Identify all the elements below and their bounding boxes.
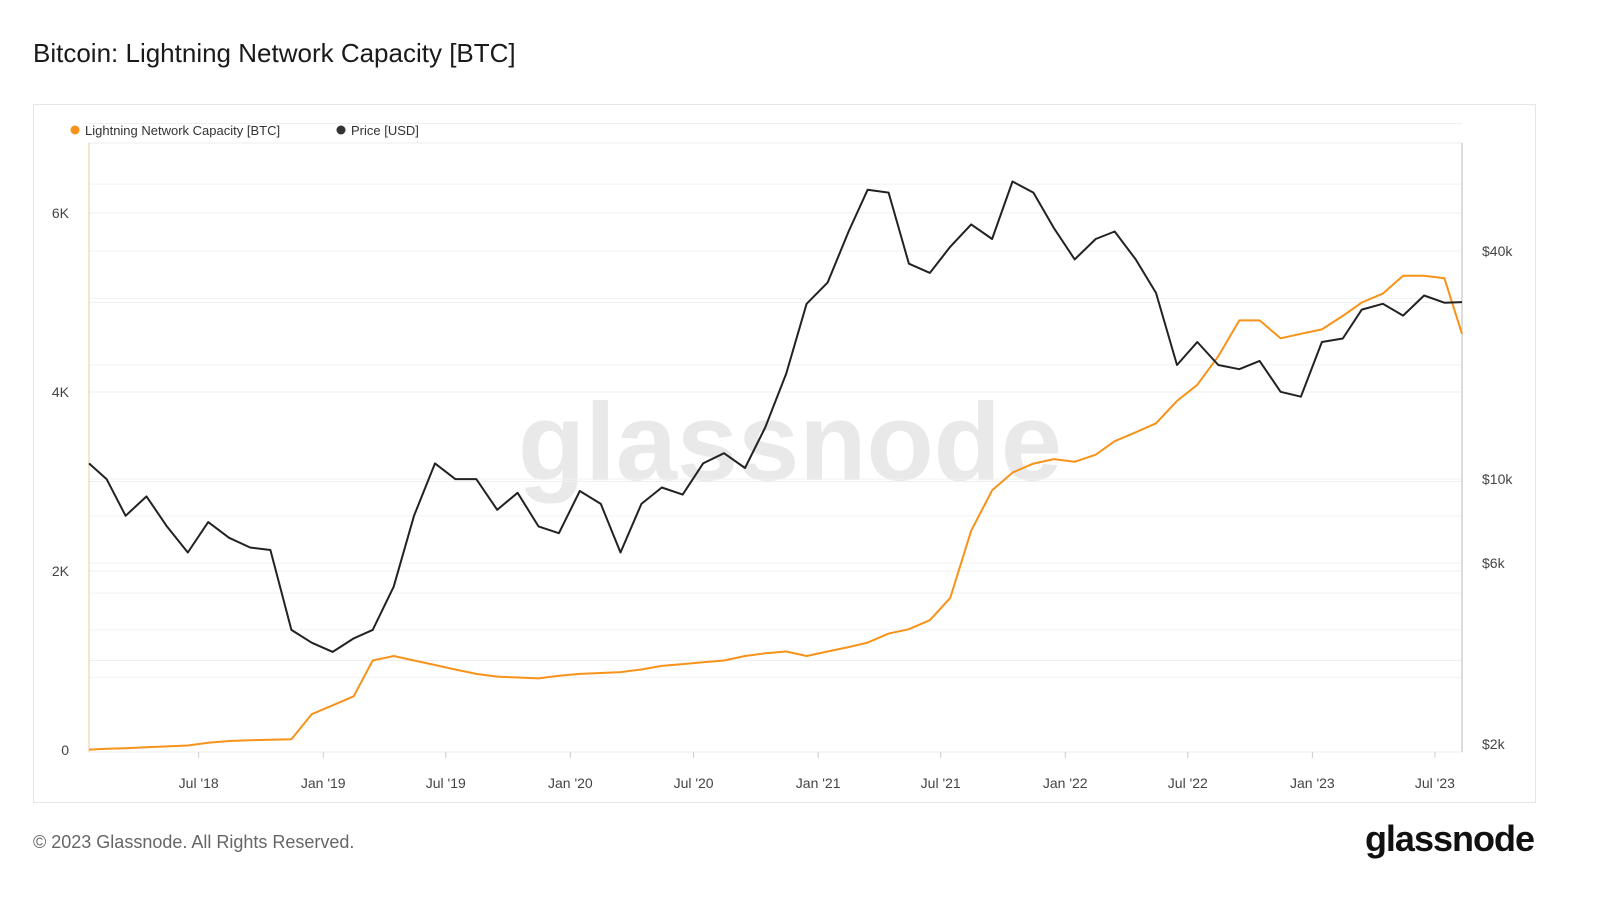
legend: Lightning Network Capacity [BTC] Price [… [70, 123, 419, 138]
axes: Jul '18 Jan '19 Jul '19 Jan '20 Jul '20 Jan '… [52, 143, 1513, 791]
x-tick-label: Jul '22 [1168, 775, 1208, 791]
series-lines [88, 180, 1463, 751]
x-tick-label: Jan '21 [796, 775, 841, 791]
y-right-tick-label: $6k [1482, 555, 1506, 571]
x-tick-label: Jan '19 [301, 775, 346, 791]
y-right-tick-label: $40k [1482, 243, 1513, 259]
x-tick-label: Jul '19 [426, 775, 466, 791]
legend-swatch-capacity [70, 125, 80, 135]
x-tick-label: Jul '23 [1415, 775, 1455, 791]
capacity-line [88, 274, 1463, 751]
legend-item-price[interactable]: Price [USD] [336, 123, 419, 138]
y-right-tick-label: $2k [1482, 736, 1506, 752]
legend-label-capacity: Lightning Network Capacity [BTC] [85, 123, 280, 138]
y-left-tick-label: 0 [61, 742, 69, 758]
x-tick-label: Jul '18 [179, 775, 219, 791]
x-tick-label: Jan '22 [1043, 775, 1088, 791]
y-left-tick-label: 2K [52, 563, 70, 579]
price-line [88, 180, 1463, 653]
glassnode-logo: glassnode [1364, 818, 1535, 859]
legend-label-price: Price [USD] [351, 123, 419, 138]
gridlines [88, 123, 1463, 753]
x-tick-label: Jul '21 [921, 775, 961, 791]
legend-item-capacity[interactable]: Lightning Network Capacity [BTC] [70, 123, 281, 138]
page-title: Bitcoin: Lightning Network Capacity [BTC… [33, 38, 516, 68]
copyright: © 2023 Glassnode. All Rights Reserved. [33, 832, 355, 852]
y-left-tick-label: 4K [52, 384, 70, 400]
chart-frame [33, 104, 1536, 803]
x-tick-label: Jan '23 [1290, 775, 1335, 791]
x-tick-label: Jul '20 [674, 775, 714, 791]
x-tick-label: Jan '20 [548, 775, 593, 791]
watermark: glassnode [518, 381, 1062, 504]
y-left-tick-label: 6K [52, 205, 70, 221]
y-right-tick-label: $10k [1482, 471, 1513, 487]
legend-swatch-price [336, 125, 346, 135]
